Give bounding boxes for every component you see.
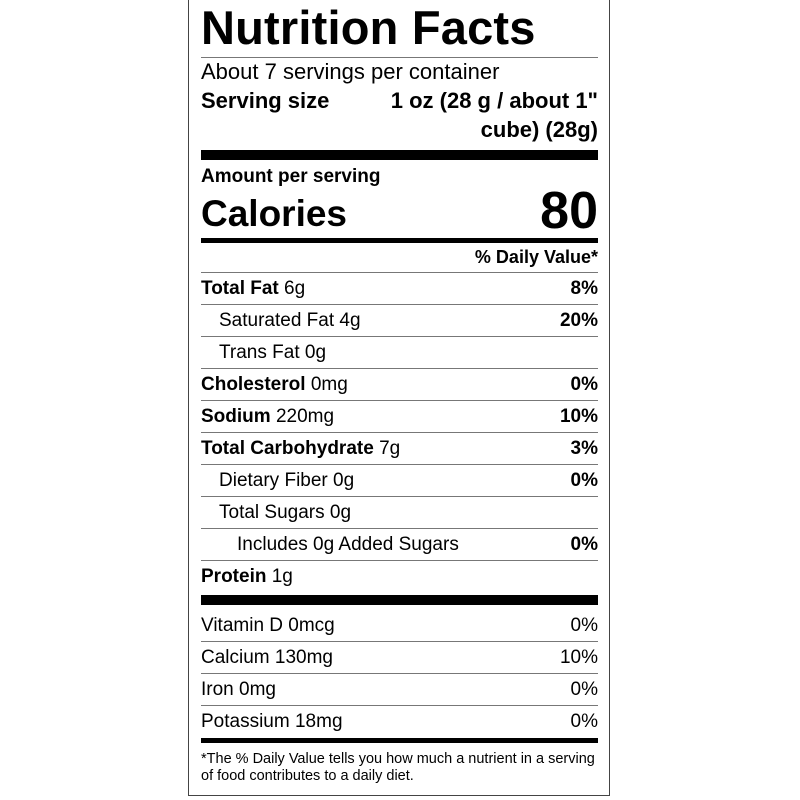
medium-divider: [201, 238, 598, 243]
amount-per-serving: Amount per serving: [201, 166, 381, 187]
nutrient-row: Saturated Fat 4g 20%: [201, 304, 598, 336]
nutrient-row: Total Carbohydrate 7g 3%: [201, 432, 598, 464]
vitamin-row: Potassium 18mg 0%: [201, 705, 598, 737]
serving-size: Serving size 1 oz (28 g / about 1" cube)…: [201, 86, 598, 144]
nutrient-amount: 6g: [284, 278, 306, 299]
serving-size-label: Serving size: [201, 88, 330, 113]
vitamin-text: Iron 0mg: [201, 679, 276, 700]
nutrient-row: Trans Fat 0g: [201, 336, 598, 368]
thick-divider: [201, 150, 598, 160]
calories-value: 80: [540, 182, 598, 240]
label-title: Nutrition Facts: [201, 1, 536, 54]
nutrient-row: Total Sugars 0g: [201, 496, 598, 528]
nutrient-amount: 1g: [271, 566, 293, 587]
nutrient-name: Trans Fat: [219, 342, 300, 363]
nutrient-dv: 20%: [559, 310, 598, 331]
nutrient-name: Cholesterol: [201, 374, 306, 395]
thick-divider: [201, 595, 598, 605]
nutrient-name: Dietary Fiber: [219, 470, 328, 491]
nutrient-amount: 7g: [379, 438, 401, 459]
calories-row: Calories 80: [201, 182, 598, 240]
nutrient-name: Sodium: [201, 406, 271, 427]
nutrient-amount: 0g: [333, 470, 355, 491]
nutrient-name: Protein: [201, 566, 267, 587]
vitamin-dv: 0%: [570, 679, 598, 700]
vitamin-dv: 0%: [570, 615, 598, 636]
vitamin-text: Calcium 130mg: [201, 647, 333, 668]
nutrient-amount: 220mg: [275, 406, 335, 427]
nutrient-amount: 0g: [304, 342, 327, 363]
calories-label: Calories: [201, 193, 348, 234]
vitamin-dv: 10%: [559, 647, 598, 668]
nutrient-name: Total Fat: [201, 278, 279, 299]
nutrient-row: Cholesterol 0mg 0%: [201, 368, 598, 400]
nutrient-amount: 4g: [339, 310, 361, 331]
daily-value-header: % Daily Value*: [474, 247, 598, 267]
nutrient-amount: 0g: [329, 502, 352, 523]
vitamin-text: Vitamin D 0mcg: [201, 615, 335, 636]
nutrient-row: Dietary Fiber 0g 0%: [201, 464, 598, 496]
nutrient-dv: 10%: [559, 406, 598, 427]
nutrient-amount: 0mg: [310, 374, 348, 395]
nutrient-name: Total Sugars: [219, 502, 325, 523]
vitamin-dv: 0%: [570, 711, 598, 732]
nutrient-dv: 0%: [570, 534, 598, 555]
nutrient-dv: 0%: [570, 470, 598, 491]
nutrient-row: Protein 1g: [201, 560, 598, 592]
vitamin-row: Iron 0mg 0%: [201, 673, 598, 705]
nutrient-dv: 3%: [570, 438, 598, 459]
medium-divider: [201, 738, 598, 743]
nutrient-name: Total Carbohydrate: [201, 438, 374, 459]
nutrient-name: Includes 0g Added Sugars: [237, 534, 459, 555]
nutrient-dv: 0%: [570, 374, 598, 395]
divider: [201, 57, 598, 58]
nutrition-facts-label: Nutrition Facts About 7 servings per con…: [188, 0, 610, 796]
servings-per-container: About 7 servings per container: [201, 59, 500, 84]
vitamin-row: Vitamin D 0mcg 0%: [201, 610, 598, 641]
footnote: *The % Daily Value tells you how much a …: [201, 751, 595, 784]
nutrient-dv: 8%: [570, 278, 598, 299]
vitamin-text: Potassium 18mg: [201, 711, 343, 732]
nutrient-row: Sodium 220mg 10%: [201, 400, 598, 432]
serving-size-value: 1 oz (28 g / about 1" cube) (28g): [390, 88, 598, 142]
nutrient-row: Includes 0g Added Sugars 0%: [201, 528, 598, 560]
vitamin-row: Calcium 130mg 10%: [201, 641, 598, 673]
nutrient-name: Saturated Fat: [219, 310, 335, 331]
nutrient-row: Total Fat 6g 8%: [201, 272, 598, 304]
